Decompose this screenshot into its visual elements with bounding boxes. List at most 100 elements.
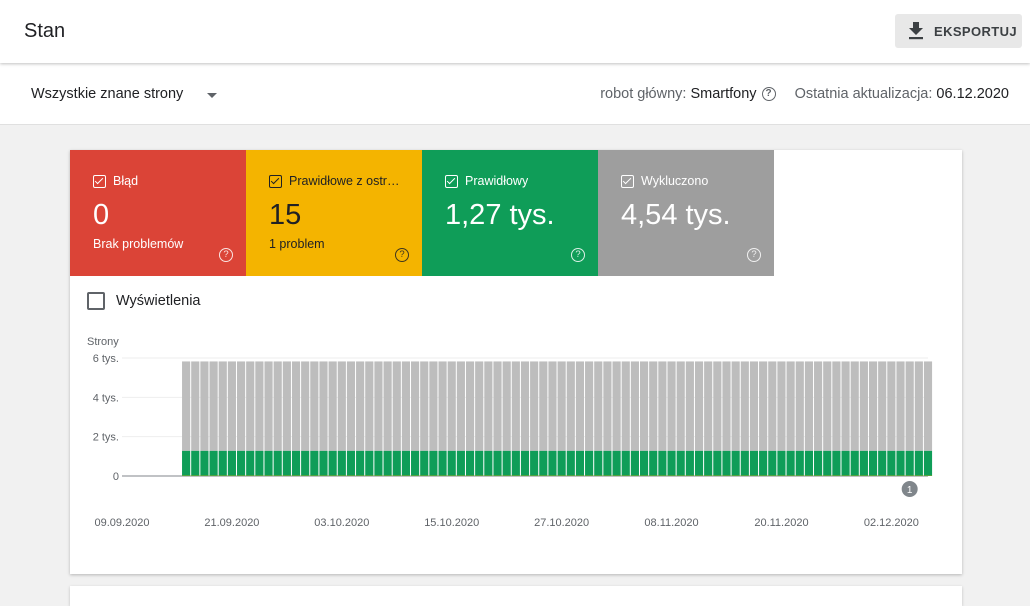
bar-segment[interactable] (301, 450, 310, 476)
bar-segment[interactable] (630, 450, 639, 476)
bar-segment[interactable] (832, 361, 841, 451)
bar-segment[interactable] (795, 450, 804, 476)
bar-segment[interactable] (749, 361, 759, 451)
bar-segment[interactable] (740, 450, 749, 476)
bar-segment[interactable] (374, 450, 383, 476)
bar-segment[interactable] (301, 361, 310, 451)
bar-segment[interactable] (639, 361, 649, 451)
bar-segment[interactable] (356, 361, 365, 451)
bar-segment[interactable] (694, 450, 704, 476)
bar-segment[interactable] (511, 361, 520, 451)
bar-segment[interactable] (804, 361, 814, 451)
bar-segment[interactable] (868, 361, 878, 451)
bar-segment[interactable] (438, 450, 447, 476)
bar-segment[interactable] (227, 450, 236, 476)
bar-segment[interactable] (484, 361, 493, 451)
bar-segment[interactable] (814, 361, 823, 451)
bar-segment[interactable] (923, 450, 933, 476)
export-button[interactable]: EKSPORTUJ (895, 14, 1022, 48)
bar-segment[interactable] (768, 361, 777, 451)
bar-segment[interactable] (731, 361, 740, 451)
bar-segment[interactable] (246, 361, 255, 451)
bar-segment[interactable] (392, 450, 401, 476)
bar-segment[interactable] (218, 450, 227, 476)
bar-segment[interactable] (511, 450, 520, 476)
bar-segment[interactable] (328, 361, 337, 451)
bar-segment[interactable] (841, 361, 850, 451)
bar-segment[interactable] (319, 361, 328, 451)
bar-segment[interactable] (465, 361, 475, 451)
bar-segment[interactable] (694, 361, 704, 451)
bar-segment[interactable] (282, 450, 291, 476)
bar-segment[interactable] (539, 361, 548, 451)
bar-segment[interactable] (236, 361, 246, 451)
bar-segment[interactable] (759, 450, 768, 476)
checkbox-unchecked-icon[interactable] (87, 292, 105, 310)
bar-segment[interactable] (786, 450, 795, 476)
bar-segment[interactable] (310, 450, 319, 476)
bar-segment[interactable] (447, 361, 456, 451)
bar-segment[interactable] (502, 361, 511, 451)
bar-segment[interactable] (420, 361, 429, 451)
bar-segment[interactable] (658, 450, 667, 476)
bar-segment[interactable] (795, 361, 804, 451)
bar-segment[interactable] (484, 450, 493, 476)
bar-segment[interactable] (896, 450, 905, 476)
bar-segment[interactable] (227, 361, 236, 451)
bar-segment[interactable] (182, 450, 191, 476)
bar-segment[interactable] (832, 450, 841, 476)
bar-segment[interactable] (649, 450, 658, 476)
bar-segment[interactable] (566, 450, 575, 476)
bar-segment[interactable] (731, 450, 740, 476)
bar-segment[interactable] (557, 361, 566, 451)
bar-segment[interactable] (804, 450, 814, 476)
bar-segment[interactable] (282, 361, 291, 451)
bar-segment[interactable] (722, 450, 731, 476)
bar-segment[interactable] (685, 361, 694, 451)
bar-segment[interactable] (575, 361, 585, 451)
bar-segment[interactable] (914, 361, 923, 451)
bar-segment[interactable] (585, 361, 594, 451)
bar-segment[interactable] (200, 361, 209, 451)
bar-segment[interactable] (429, 450, 438, 476)
bar-segment[interactable] (337, 361, 346, 451)
bar-segment[interactable] (594, 450, 603, 476)
bar-segment[interactable] (759, 361, 768, 451)
bar-segment[interactable] (878, 361, 887, 451)
help-icon[interactable]: ? (571, 248, 585, 262)
bar-segment[interactable] (814, 450, 823, 476)
bar-segment[interactable] (768, 450, 777, 476)
help-icon[interactable]: ? (219, 248, 233, 262)
bar-segment[interactable] (383, 361, 392, 451)
bar-segment[interactable] (291, 450, 301, 476)
bar-segment[interactable] (841, 450, 850, 476)
bar-segment[interactable] (530, 450, 539, 476)
bar-segment[interactable] (520, 450, 530, 476)
bar-segment[interactable] (246, 450, 255, 476)
checkbox-checked-icon[interactable] (621, 175, 634, 188)
bar-segment[interactable] (639, 450, 649, 476)
bar-segment[interactable] (502, 450, 511, 476)
bar-segment[interactable] (383, 450, 392, 476)
bar-segment[interactable] (420, 450, 429, 476)
bar-segment[interactable] (713, 450, 722, 476)
bar-segment[interactable] (667, 450, 676, 476)
bar-segment[interactable] (429, 361, 438, 451)
bar-segment[interactable] (401, 361, 411, 451)
bar-segment[interactable] (676, 361, 685, 451)
pages-dropdown[interactable]: Wszystkie znane strony (31, 86, 218, 102)
bar-segment[interactable] (356, 450, 365, 476)
bar-segment[interactable] (291, 361, 301, 451)
bar-segment[interactable] (566, 361, 575, 451)
bar-segment[interactable] (264, 361, 273, 451)
bar-segment[interactable] (411, 361, 420, 451)
bar-segment[interactable] (365, 361, 374, 451)
bar-segment[interactable] (786, 361, 795, 451)
tile-error[interactable]: Błąd 0 Brak problemów ? (70, 150, 246, 276)
bar-segment[interactable] (859, 361, 868, 451)
bar-segment[interactable] (850, 450, 859, 476)
bar-segment[interactable] (475, 361, 484, 451)
bar-segment[interactable] (896, 361, 905, 451)
bar-segment[interactable] (685, 450, 694, 476)
bar-segment[interactable] (493, 450, 502, 476)
